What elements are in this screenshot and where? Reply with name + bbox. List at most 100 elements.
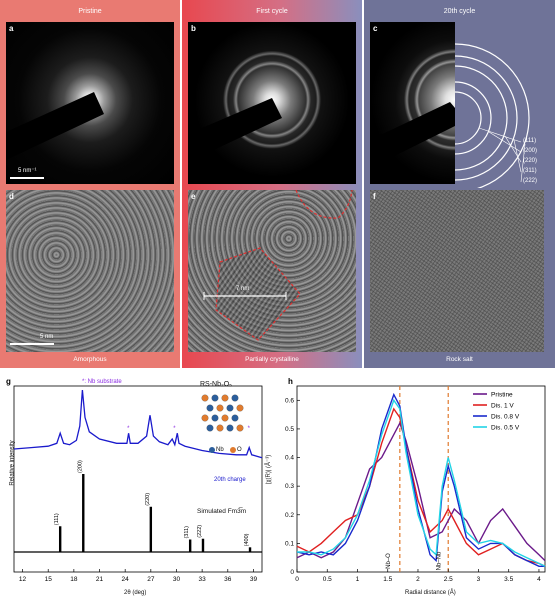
- x-tick-label: 0.5: [323, 576, 332, 583]
- sim-peak: [188, 539, 192, 552]
- xrd-series-20th-charge: [13, 389, 263, 459]
- exafs-series: [296, 407, 546, 567]
- y-tick-label: 0.2: [285, 512, 294, 519]
- substrate-note: *: Nb substrate: [82, 379, 122, 385]
- panel-b-diffraction: [188, 22, 356, 184]
- x-tick-label: 30: [173, 576, 181, 583]
- atom: [226, 424, 234, 432]
- crystal-domain-outline-top: [295, 190, 353, 219]
- label-g: g: [6, 377, 11, 386]
- atom: [201, 414, 209, 422]
- ring-label-111: (111): [523, 138, 537, 144]
- legend-o-label: O: [237, 447, 242, 453]
- atom: [206, 404, 214, 412]
- sim-peak-label: (200): [77, 460, 83, 473]
- sim-peak: [82, 474, 85, 552]
- ring-label-220: (220): [523, 158, 538, 164]
- crystalline-domain: [216, 248, 300, 340]
- x-tick-label: 4: [537, 576, 541, 583]
- sim-peak-label: (400): [244, 533, 250, 546]
- x-tick-label: 2.5: [444, 576, 453, 583]
- ring-111: [455, 91, 482, 145]
- atom: [226, 404, 234, 412]
- atom: [216, 404, 224, 412]
- sim-peak-label: (220): [145, 493, 151, 506]
- simulated-label: Simulated Fm3̅m: [197, 508, 247, 515]
- label-d: d: [9, 192, 14, 201]
- atom: [211, 414, 219, 422]
- header-20th-cycle: 20th cycle: [443, 8, 476, 15]
- y-tick-label: 0.5: [285, 426, 294, 433]
- x-tick-label: 3.5: [504, 576, 513, 583]
- compound-label: RS-Nb₂O₅: [200, 381, 232, 388]
- legend-label: Dis. 0.8 V: [491, 414, 520, 421]
- substrate-asterisk: *: [173, 426, 176, 432]
- atom: [201, 394, 209, 402]
- scale-label-d: 5 nm: [40, 334, 54, 340]
- beam-stopper-c: [370, 102, 455, 168]
- x-tick-label: 15: [45, 576, 53, 583]
- x-tick-label: 39: [250, 576, 258, 583]
- crystal-structure-inset: [201, 394, 244, 432]
- sim-peak: [201, 538, 205, 552]
- label-h: h: [288, 377, 293, 386]
- ring-label-200: (200): [523, 148, 538, 154]
- xrd-ylabel: Relative intensity: [9, 440, 16, 486]
- ring-200: [455, 81, 492, 155]
- xrd-frame: [13, 385, 263, 573]
- xrd-xlabel: 2θ (deg): [124, 590, 147, 596]
- scale-bar-d: [10, 343, 54, 345]
- y-tick-label: 0.1: [285, 540, 294, 547]
- panel-c-diffraction: [370, 22, 455, 184]
- exafs-xlabel: Radial distance (Å): [405, 590, 456, 596]
- sim-peak: [248, 547, 252, 552]
- atom: [216, 424, 224, 432]
- sim-peak: [149, 506, 153, 552]
- atom: [231, 414, 239, 422]
- exafs-chart: 0 0.5 1 1.5 2 2.5 3 3.5 4 0 0.1 0.2 0.3 0.4 0.5 0.6 Pris…: [285, 385, 546, 583]
- x-tick-label: 3: [477, 576, 481, 583]
- scale-label-e: 7 nm: [236, 286, 250, 292]
- x-tick-label: 0: [295, 576, 299, 583]
- legend-nb-marker: [209, 447, 215, 453]
- atom: [221, 414, 229, 422]
- atom: [206, 424, 214, 432]
- legend-o-marker: [230, 447, 236, 453]
- x-tick-label: 33: [199, 576, 207, 583]
- substrate-asterisk: *: [248, 426, 251, 432]
- header-first-cycle: First cycle: [256, 8, 288, 15]
- y-tick-label: 0.4: [285, 455, 294, 462]
- x-tick-label: 27: [147, 576, 155, 583]
- y-tick-label: 0.6: [285, 397, 294, 404]
- substrate-asterisk: *: [127, 426, 130, 432]
- caption-rock-salt: Rock salt: [446, 356, 473, 363]
- marker-nbo-label: Nb–O: [385, 553, 392, 569]
- sim-peak-label: (222): [197, 525, 203, 538]
- x-tick-label: 2: [416, 576, 420, 583]
- label-e: e: [191, 192, 196, 201]
- scale-bar-a: [10, 177, 44, 179]
- y-tick-label: 0: [290, 569, 294, 576]
- panel-e-overlay: [203, 190, 353, 341]
- label-a: a: [9, 24, 14, 33]
- exafs-ylabel: |χ(R)| (Å⁻³): [266, 454, 273, 485]
- crystal-domain-outline: [215, 247, 301, 341]
- beam-stopper-b: [188, 98, 282, 162]
- sim-peak-label: (311): [184, 526, 190, 539]
- legend-label: Dis. 1 V: [491, 403, 514, 410]
- panel-a-diffraction: [6, 22, 174, 184]
- exafs-series: [296, 421, 546, 562]
- exafs-frame: [296, 385, 546, 573]
- panel-c-ring-overlay: [455, 43, 530, 188]
- header-pristine: Pristine: [78, 8, 102, 15]
- charge-label: 20th charge: [214, 477, 246, 483]
- label-c: c: [373, 24, 378, 33]
- atom: [211, 394, 219, 402]
- sim-peak-label: (111): [54, 513, 60, 525]
- x-tick-label: 1.5: [383, 576, 392, 583]
- caption-amorphous: Amorphous: [73, 356, 107, 363]
- ring-220: [455, 65, 508, 171]
- beam-stopper-a: [6, 92, 104, 160]
- label-f: f: [373, 192, 376, 201]
- y-tick-label: 0.3: [285, 483, 294, 490]
